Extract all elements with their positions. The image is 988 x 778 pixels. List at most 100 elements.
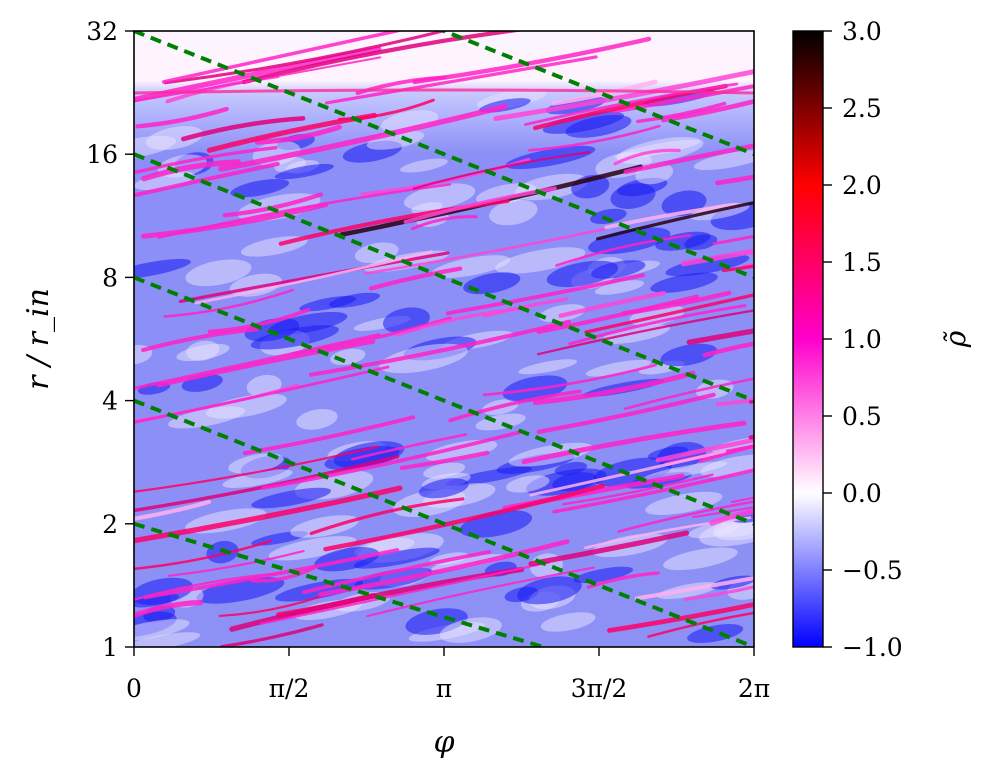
reference-line: [134, 398, 754, 647]
density-blob: [588, 227, 671, 255]
density-filament: [134, 599, 204, 619]
y-axis: 1 2 4 8 16 32: [86, 17, 134, 662]
density-filament: [634, 576, 754, 601]
density-filament: [555, 234, 692, 267]
density-filament: [242, 415, 416, 456]
y-tick-label: 8: [102, 263, 118, 292]
density-filament: [715, 174, 754, 186]
density-filament: [399, 450, 490, 471]
density-filament: [584, 293, 754, 334]
density-blob: [353, 547, 440, 569]
density-filament: [134, 333, 381, 390]
density-filament: [623, 143, 754, 175]
x-tick-label: 3π/2: [571, 674, 628, 703]
density-filament: [254, 124, 342, 145]
density-filament: [141, 327, 259, 353]
density-filament: [524, 82, 739, 126]
density-filament: [134, 445, 379, 493]
density-blob: [700, 454, 754, 478]
density-filament: [715, 397, 754, 407]
reference-line: [134, 275, 754, 526]
density-blob: [660, 343, 717, 367]
density-filament: [412, 151, 591, 190]
density-blob: [431, 554, 505, 571]
density-filament: [623, 377, 754, 411]
density-blob: [296, 408, 338, 430]
y-axis-label: r / r_in: [21, 288, 56, 390]
density-blob: [250, 325, 339, 350]
x-tick-label: π: [436, 674, 452, 703]
density-blob: [366, 130, 425, 150]
density-filament: [445, 273, 645, 316]
density-blob: [687, 624, 744, 643]
density-filament: [141, 202, 329, 239]
density-filament: [568, 304, 747, 346]
density-filament: [134, 499, 211, 521]
density-filament: [610, 84, 754, 114]
density-filament: [493, 69, 754, 121]
density-filament: [157, 183, 452, 239]
density-filament: [655, 437, 754, 463]
density-filament: [584, 516, 752, 550]
colorbar-tick-label: −1.0: [842, 633, 903, 662]
density-filament: [686, 328, 754, 345]
colorbar-tick-label: 3.0: [842, 17, 882, 46]
density-blob: [439, 617, 502, 643]
density-filament: [702, 341, 754, 358]
density-blob: [590, 260, 646, 279]
density-filament: [596, 200, 754, 241]
density-filament: [324, 55, 598, 105]
density-filament: [366, 566, 595, 618]
density-blob: [693, 150, 754, 171]
density-blob: [274, 163, 334, 180]
density-blob: [645, 491, 723, 515]
density-blob: [418, 478, 469, 499]
density-blob: [506, 475, 550, 493]
density-blob: [426, 439, 498, 462]
density-filament: [709, 508, 754, 526]
reference-lines: [134, 31, 754, 647]
density-filament: [141, 159, 241, 182]
reference-line: [134, 31, 754, 280]
colorbar-tick-label: 0.0: [842, 479, 882, 508]
y-tick-label: 4: [102, 387, 118, 416]
density-filament: [250, 566, 316, 583]
density-filament: [241, 31, 526, 85]
colorbar-tick-label: 2.5: [842, 94, 882, 123]
density-filament: [532, 370, 696, 406]
density-filament: [552, 468, 754, 514]
density-blob: [540, 612, 596, 632]
density-blob: [134, 619, 190, 642]
density-filament: [482, 297, 569, 318]
density-filament: [536, 392, 716, 434]
density-filament: [134, 485, 403, 544]
colorbar-tick-label: 1.5: [842, 248, 882, 277]
y-tick-label: 32: [86, 17, 118, 46]
density-filament: [259, 561, 550, 625]
density-filament: [607, 602, 754, 633]
density-blob: [663, 547, 738, 571]
density-blob: [610, 183, 656, 209]
density-blob: [554, 461, 588, 476]
density-filament: [134, 539, 272, 571]
density-blob: [146, 126, 204, 151]
density-blob: [665, 254, 750, 277]
density-blob: [643, 461, 728, 481]
density-filament: [308, 319, 572, 377]
density-blob: [423, 462, 466, 479]
density-blob: [495, 247, 586, 274]
y-tick-label: 1: [102, 633, 118, 662]
density-filament: [617, 500, 754, 533]
density-blob: [475, 413, 526, 431]
y-tick-label: 2: [102, 510, 118, 539]
density-blob: [650, 272, 718, 293]
density-blob: [196, 576, 285, 604]
density-filament: [181, 116, 306, 142]
density-filament: [218, 594, 324, 618]
density-filament: [134, 365, 390, 424]
density-filament: [636, 101, 727, 124]
density-filaments: [134, 31, 754, 647]
density-filament: [684, 585, 754, 601]
density-boundary: [134, 88, 754, 95]
